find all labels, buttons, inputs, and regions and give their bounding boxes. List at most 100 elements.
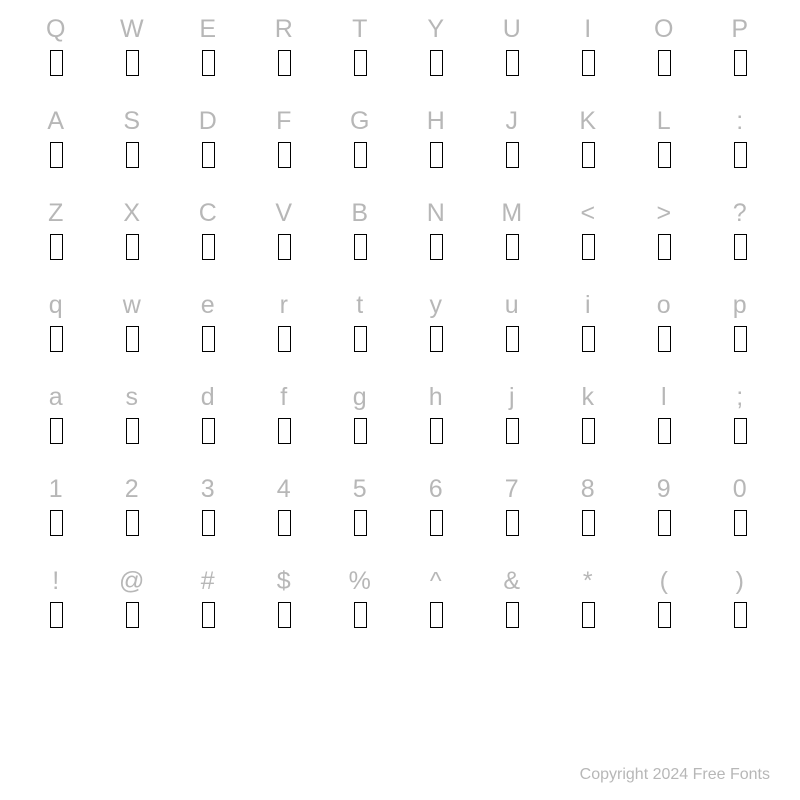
missing-glyph-icon — [202, 142, 215, 168]
glyph-cell — [98, 44, 166, 76]
missing-glyph-icon — [50, 602, 63, 628]
row-pair: QWERTYUIOP — [22, 14, 774, 76]
missing-glyph-icon — [126, 326, 139, 352]
glyph-cell — [402, 596, 470, 628]
missing-glyph-icon — [126, 142, 139, 168]
label-row: !@#$%^&*() — [22, 566, 774, 596]
glyph-cell — [22, 412, 90, 444]
missing-glyph-icon — [734, 234, 747, 260]
glyph-cell — [98, 596, 166, 628]
glyph-cell — [554, 596, 622, 628]
missing-glyph-icon — [278, 510, 291, 536]
char-label: ( — [630, 566, 698, 596]
char-label: ) — [706, 566, 774, 596]
char-label: D — [174, 106, 242, 136]
copyright-text: Copyright 2024 Free Fonts — [580, 766, 770, 784]
missing-glyph-icon — [582, 510, 595, 536]
glyph-cell — [326, 228, 394, 260]
glyph-cell — [326, 320, 394, 352]
missing-glyph-icon — [658, 602, 671, 628]
missing-glyph-icon — [582, 418, 595, 444]
char-label: O — [630, 14, 698, 44]
glyph-row — [22, 412, 774, 444]
glyph-cell — [326, 504, 394, 536]
missing-glyph-icon — [658, 50, 671, 76]
glyph-cell — [554, 320, 622, 352]
missing-glyph-icon — [430, 602, 443, 628]
glyph-cell — [706, 504, 774, 536]
missing-glyph-icon — [354, 142, 367, 168]
missing-glyph-icon — [658, 326, 671, 352]
glyph-cell — [706, 44, 774, 76]
char-label: d — [174, 382, 242, 412]
label-row: QWERTYUIOP — [22, 14, 774, 44]
char-label: J — [478, 106, 546, 136]
glyph-cell — [630, 412, 698, 444]
label-row: qwertyuiop — [22, 290, 774, 320]
glyph-cell — [174, 596, 242, 628]
char-label: V — [250, 198, 318, 228]
missing-glyph-icon — [50, 326, 63, 352]
missing-glyph-icon — [202, 418, 215, 444]
glyph-cell — [98, 228, 166, 260]
glyph-cell — [98, 320, 166, 352]
missing-glyph-icon — [734, 326, 747, 352]
missing-glyph-icon — [582, 326, 595, 352]
glyph-cell — [554, 412, 622, 444]
missing-glyph-icon — [126, 418, 139, 444]
glyph-cell — [630, 44, 698, 76]
char-label: $ — [250, 566, 318, 596]
glyph-cell — [554, 44, 622, 76]
char-label: y — [402, 290, 470, 320]
missing-glyph-icon — [354, 234, 367, 260]
missing-glyph-icon — [582, 50, 595, 76]
glyph-cell — [98, 136, 166, 168]
row-pair: ZXCVBNM<>? — [22, 198, 774, 260]
missing-glyph-icon — [506, 326, 519, 352]
glyph-cell — [402, 136, 470, 168]
missing-glyph-icon — [734, 510, 747, 536]
missing-glyph-icon — [202, 510, 215, 536]
char-label: 8 — [554, 474, 622, 504]
glyph-cell — [250, 504, 318, 536]
missing-glyph-icon — [50, 142, 63, 168]
char-label: : — [706, 106, 774, 136]
label-row: asdfghjkl; — [22, 382, 774, 412]
char-label: S — [98, 106, 166, 136]
missing-glyph-icon — [354, 418, 367, 444]
char-label: P — [706, 14, 774, 44]
glyph-cell — [402, 44, 470, 76]
glyph-cell — [250, 596, 318, 628]
glyph-cell — [478, 136, 546, 168]
missing-glyph-icon — [734, 142, 747, 168]
missing-glyph-icon — [430, 234, 443, 260]
missing-glyph-icon — [354, 510, 367, 536]
glyph-row — [22, 596, 774, 628]
glyph-cell — [250, 228, 318, 260]
char-label: r — [250, 290, 318, 320]
char-label: ? — [706, 198, 774, 228]
char-label: i — [554, 290, 622, 320]
glyph-cell — [478, 504, 546, 536]
glyph-cell — [478, 596, 546, 628]
glyph-cell — [706, 320, 774, 352]
missing-glyph-icon — [354, 50, 367, 76]
char-label: q — [22, 290, 90, 320]
char-label: j — [478, 382, 546, 412]
char-label: 2 — [98, 474, 166, 504]
missing-glyph-icon — [278, 234, 291, 260]
glyph-cell — [478, 412, 546, 444]
char-label: 5 — [326, 474, 394, 504]
missing-glyph-icon — [354, 602, 367, 628]
char-label: ^ — [402, 566, 470, 596]
missing-glyph-icon — [430, 142, 443, 168]
missing-glyph-icon — [734, 602, 747, 628]
char-label: E — [174, 14, 242, 44]
missing-glyph-icon — [354, 326, 367, 352]
char-label: M — [478, 198, 546, 228]
char-label: 1 — [22, 474, 90, 504]
missing-glyph-icon — [430, 50, 443, 76]
char-label: % — [326, 566, 394, 596]
glyph-cell — [174, 412, 242, 444]
row-pair: ASDFGHJKL: — [22, 106, 774, 168]
